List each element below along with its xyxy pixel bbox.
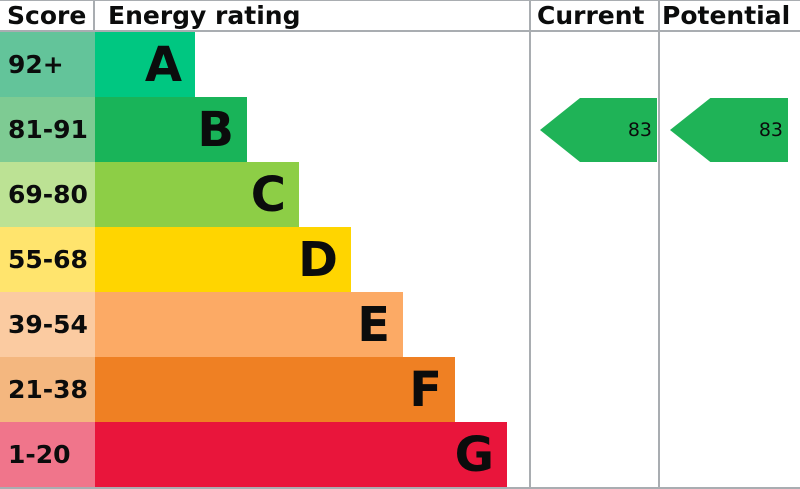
bottom-border-line: [0, 487, 800, 489]
rating-band-letter: B: [197, 101, 234, 158]
rating-band-row: 1-20 G: [0, 422, 800, 487]
rating-band-row: 69-80 C: [0, 162, 800, 227]
column-header-potential: Potential: [662, 1, 791, 30]
column-header-current: Current: [537, 1, 645, 30]
score-range-label: 1-20: [0, 422, 95, 487]
score-range-label: 55-68: [0, 227, 95, 292]
rating-band-letter: E: [357, 296, 390, 353]
rating-band-row: 55-68 D: [0, 227, 800, 292]
left-arrow-icon: [670, 98, 788, 162]
score-range-label: 39-54: [0, 292, 95, 357]
rating-band-bar: D: [95, 227, 351, 292]
rating-band-letter: D: [298, 231, 338, 288]
potential-rating-value: 83: [758, 119, 783, 141]
top-border-line: [0, 0, 800, 1]
potential-rating-arrow: 83: [670, 98, 788, 162]
rating-band-row: 92+ A: [0, 32, 800, 97]
rating-band-letter: G: [454, 426, 494, 483]
rating-band-bar: G: [95, 422, 507, 487]
score-range-label: 81-91: [0, 97, 95, 162]
score-range-label: 69-80: [0, 162, 95, 227]
column-header-energy-rating: Energy rating: [108, 1, 301, 30]
rating-band-row: 21-38 F: [0, 357, 800, 422]
rating-band-row: 39-54 E: [0, 292, 800, 357]
rating-band-bar: E: [95, 292, 403, 357]
potential-column-divider: [658, 0, 660, 487]
current-rating-value: 83: [627, 119, 652, 141]
current-column-divider: [529, 0, 531, 487]
rating-band-letter: F: [409, 361, 442, 418]
column-header-score: Score: [7, 1, 87, 30]
score-range-label: 92+: [0, 32, 95, 97]
rating-band-letter: C: [250, 166, 286, 223]
header-divider-line: [0, 30, 800, 32]
current-rating-arrow: 83: [540, 98, 657, 162]
rating-band-bar: C: [95, 162, 299, 227]
rating-band-letter: A: [144, 36, 182, 93]
rating-bands: 92+ A 81-91 B 69-80 C 55-68 D 39-54 E 21…: [0, 32, 800, 487]
rating-band-bar: A: [95, 32, 195, 97]
rating-band-row: 81-91 B: [0, 97, 800, 162]
left-arrow-icon: [540, 98, 657, 162]
score-range-label: 21-38: [0, 357, 95, 422]
rating-band-bar: B: [95, 97, 247, 162]
rating-band-bar: F: [95, 357, 455, 422]
score-column-divider: [93, 0, 95, 30]
